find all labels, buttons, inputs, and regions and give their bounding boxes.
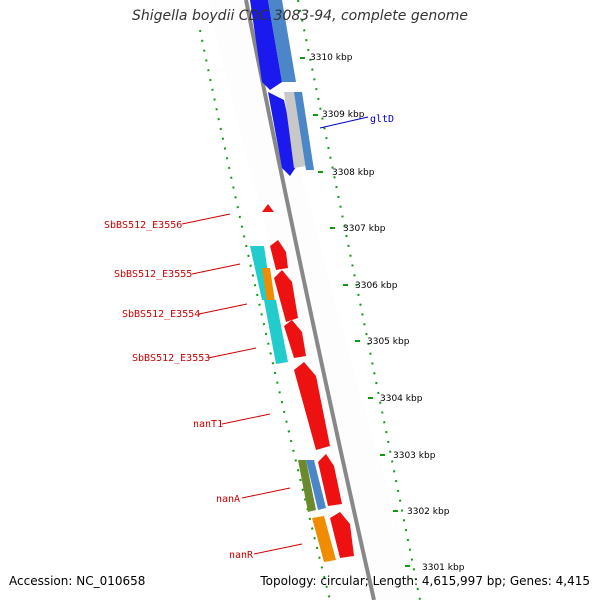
gene-nanR[interactable] bbox=[330, 512, 354, 558]
gene-labels: gltD SbBS512_E3556 SbBS512_E3555 SbBS512… bbox=[104, 114, 394, 561]
tick-label: 3307 kbp bbox=[343, 224, 386, 234]
gene-nanA[interactable] bbox=[318, 454, 342, 506]
gene-label-nanT1[interactable]: nanT1 bbox=[193, 419, 223, 430]
map-title: Shigella boydii CDC 3083-94, complete ge… bbox=[131, 8, 469, 24]
gene-blue-1[interactable] bbox=[250, 0, 282, 90]
gene-label-E3556[interactable]: SbBS512_E3556 bbox=[104, 220, 182, 231]
gene-olive[interactable] bbox=[298, 460, 316, 512]
gene-steelblue-1[interactable] bbox=[268, 0, 296, 82]
gene-blue-2[interactable] bbox=[268, 92, 298, 176]
tick-label: 3306 kbp bbox=[355, 281, 398, 291]
gene-E3556[interactable] bbox=[262, 204, 274, 212]
gene-label-E3554[interactable]: SbBS512_E3554 bbox=[122, 309, 200, 320]
gene-label-nanA[interactable]: nanA bbox=[216, 494, 240, 505]
gene-label-E3555[interactable]: SbBS512_E3555 bbox=[114, 269, 192, 280]
gene-nanT1[interactable] bbox=[294, 362, 330, 450]
gene-cyan-2[interactable] bbox=[264, 300, 288, 364]
tick-label: 3310 kbp bbox=[310, 53, 353, 63]
accession-label: Accession: NC_010658 bbox=[9, 574, 146, 588]
genome-ring-background bbox=[208, 0, 420, 600]
gene-steelblue-2[interactable] bbox=[294, 92, 314, 170]
tick-label: 3304 kbp bbox=[380, 394, 423, 404]
gene-E3553[interactable] bbox=[284, 320, 306, 358]
tick-label: 3305 kbp bbox=[367, 337, 410, 347]
genome-summary: Topology: circular; Length: 4,615,997 bp… bbox=[260, 574, 590, 588]
tick-label: 3301 kbp bbox=[422, 563, 465, 573]
genome-backbone bbox=[244, 0, 376, 600]
gene-E3554[interactable] bbox=[274, 270, 298, 322]
gene-steelblue-3[interactable] bbox=[306, 460, 326, 510]
tick-label: 3303 kbp bbox=[393, 451, 436, 461]
tick-label: 3308 kbp bbox=[332, 168, 375, 178]
gene-grey-1[interactable] bbox=[284, 92, 306, 168]
gene-orange-2[interactable] bbox=[312, 516, 336, 562]
gene-label-gltD[interactable]: gltD bbox=[370, 114, 394, 125]
gene-label-E3553[interactable]: SbBS512_E3553 bbox=[132, 353, 210, 364]
gene-label-nanR[interactable]: nanR bbox=[229, 550, 254, 561]
scale-ticks: 3310 kbp 3309 kbp 3308 kbp 3307 kbp 3306… bbox=[300, 53, 465, 573]
tick-label: 3302 kbp bbox=[407, 507, 450, 517]
tick-label: 3309 kbp bbox=[322, 110, 365, 120]
gene-E3555[interactable] bbox=[270, 240, 288, 270]
